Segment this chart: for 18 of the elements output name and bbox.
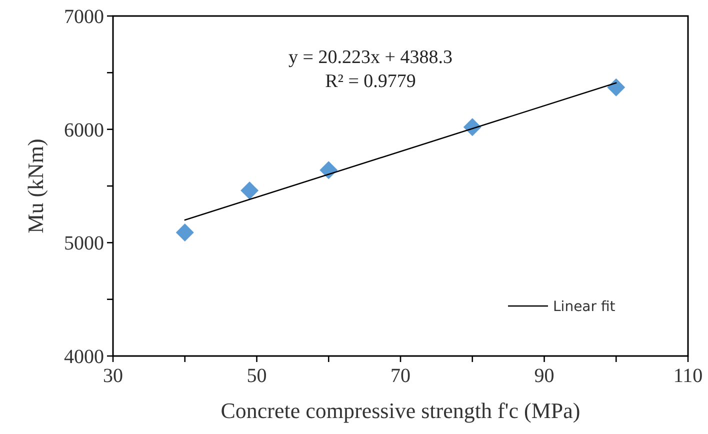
x-tick-label: 110 — [673, 365, 703, 387]
y-tick-label: 5000 — [64, 232, 104, 255]
x-tick-label: 30 — [103, 365, 123, 387]
annotation: R² = 0.9779 — [325, 71, 416, 92]
x-tick-label: 90 — [534, 365, 554, 387]
point — [320, 161, 338, 180]
point — [240, 182, 259, 200]
x-tick-label: 50 — [246, 365, 267, 387]
x-tick-label: 70 — [390, 365, 410, 387]
point — [607, 78, 626, 96]
point — [176, 223, 194, 242]
legend-label: Linear fit — [553, 299, 616, 315]
annotation: y = 20.223x + 4388.3 — [288, 47, 452, 68]
x-axis-title: Concrete compressive strength f'c (MPa) — [220, 398, 580, 423]
y-axis-title: Mu (kNm) — [23, 138, 48, 234]
y-tick-label: 6000 — [64, 119, 104, 142]
y-tick-label: 7000 — [64, 6, 104, 28]
y-tick-label: 4000 — [64, 346, 104, 368]
